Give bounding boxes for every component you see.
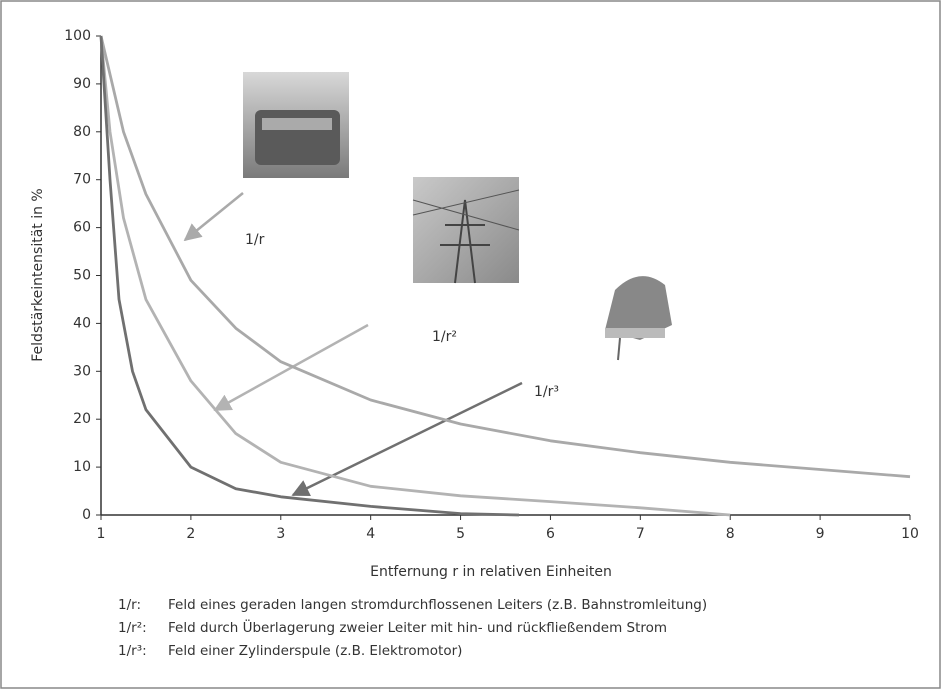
x-tick-label: 9: [816, 526, 825, 542]
curve: [99, 35, 731, 517]
note-key: 1/r²:: [118, 620, 147, 636]
x-tick-label: 3: [276, 526, 285, 542]
y-tick-label: 100: [64, 28, 91, 44]
x-tick-label: 10: [901, 526, 919, 542]
photo-jigsaw: [605, 276, 672, 361]
curve-label: 1/r: [245, 232, 265, 248]
arrow: [291, 381, 523, 497]
x-tick-label: 2: [186, 526, 195, 542]
curve: [99, 35, 520, 517]
photo-train: [243, 72, 349, 178]
x-tick-label: 6: [546, 526, 555, 542]
note-text: Feld einer Zylinderspule (z.B. Elektromo…: [168, 643, 462, 659]
x-tick-label: 7: [636, 526, 645, 542]
photo-pylon: [412, 177, 520, 284]
note-key: 1/r³:: [118, 643, 147, 659]
note-text: Feld eines geraden langen stromdurchflos…: [168, 597, 707, 613]
curve-label: 1/r²: [432, 329, 457, 345]
note-text: Feld durch Überlagerung zweier Leiter mi…: [168, 618, 667, 636]
y-tick-label: 90: [73, 76, 91, 92]
x-tick-label: 5: [456, 526, 465, 542]
y-tick-label: 30: [73, 363, 91, 379]
x-axis-label: Entfernung r in relativen Einheiten: [370, 564, 612, 580]
x-tick-label: 1: [97, 526, 106, 542]
arrow: [183, 192, 244, 242]
y-tick-label: 10: [73, 459, 91, 475]
curve-label: 1/r³: [534, 384, 559, 400]
y-tick-label: 40: [73, 315, 91, 331]
y-tick-label: 60: [73, 220, 91, 236]
note-key: 1/r:: [118, 597, 141, 613]
y-tick-label: 0: [82, 507, 91, 523]
curve: [99, 35, 911, 479]
y-tick-label: 50: [73, 268, 91, 284]
x-tick-label: 8: [726, 526, 735, 542]
y-axis-label: Feldstärkeintensität in %: [30, 188, 46, 361]
y-tick-label: 20: [73, 411, 91, 427]
y-tick-label: 70: [73, 172, 91, 188]
y-tick-label: 80: [73, 124, 91, 140]
x-tick-label: 4: [366, 526, 375, 542]
